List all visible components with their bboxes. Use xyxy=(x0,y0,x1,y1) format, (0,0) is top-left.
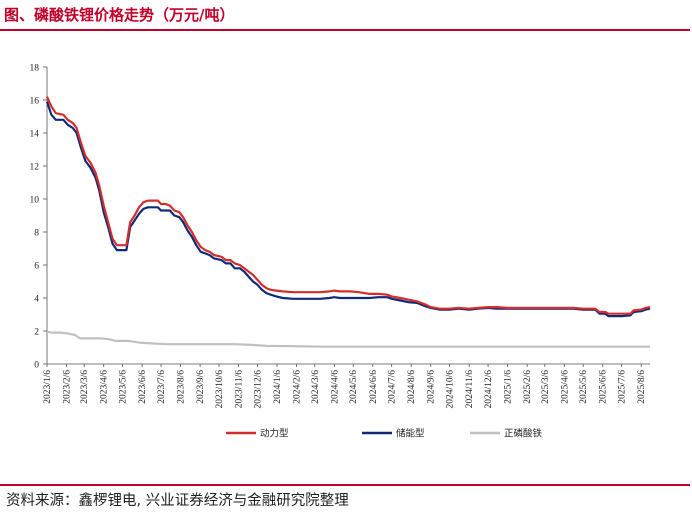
series-line-1 xyxy=(45,96,651,315)
y-tick-label: 8 xyxy=(34,229,39,239)
legend-label: 正磷酸铁 xyxy=(504,428,543,440)
y-tick-label: 12 xyxy=(30,163,40,173)
x-tick-label: 2023/2/6 xyxy=(63,370,73,404)
line-chart: 0 2 4 6 8 10 12 14 16 18 2023/1/6 2023/2/6 2023/3/6 2… xyxy=(30,64,651,440)
x-tick-label: 2023/11/6 xyxy=(235,370,245,408)
x-tick-label: 2024/1/6 xyxy=(273,370,283,404)
y-tick-label: 0 xyxy=(34,361,39,371)
x-tick-label: 2025/5/6 xyxy=(579,370,589,404)
chart-axes: 0 2 4 6 8 10 12 14 16 18 2023/1/6 2023/2/6 2023/3/6 2… xyxy=(30,64,650,409)
title-divider xyxy=(0,29,690,31)
x-tick-label: 2025/8/6 xyxy=(637,370,647,404)
y-tick-label: 4 xyxy=(34,295,39,305)
x-tick-label: 2023/10/6 xyxy=(215,370,225,409)
x-tick-label: 2024/2/6 xyxy=(293,370,303,404)
x-tick-label: 2024/9/6 xyxy=(427,370,437,404)
chart-series xyxy=(45,96,651,348)
x-tick-label: 2024/4/6 xyxy=(330,370,340,404)
x-tick-label: 2025/2/6 xyxy=(523,370,533,404)
y-tick-label: 10 xyxy=(30,196,40,206)
x-tick-label: 2023/7/6 xyxy=(157,370,167,404)
series-line-3 xyxy=(46,330,650,348)
x-tick-label: 2025/3/6 xyxy=(541,370,551,404)
x-tick-label: 2023/9/6 xyxy=(196,370,206,404)
x-tick-label: 2024/11/6 xyxy=(465,370,475,408)
x-tick-label: 2023/4/6 xyxy=(100,370,110,404)
x-tick-label: 2024/6/6 xyxy=(369,370,379,404)
x-tick-label: 2023/12/6 xyxy=(253,370,263,409)
x-tick-label: 2024/5/6 xyxy=(349,370,359,404)
legend-label: 动力型 xyxy=(260,428,289,440)
y-tick-label: 18 xyxy=(30,64,40,74)
chart-legend: 动力型 储能型 正磷酸铁 xyxy=(226,428,543,440)
y-tick-label: 6 xyxy=(34,262,39,272)
x-tick-label: 2024/7/6 xyxy=(388,370,398,404)
x-tick-label: 2025/7/6 xyxy=(618,370,628,404)
x-tick-label: 2024/3/6 xyxy=(311,370,321,404)
x-tick-label: 2024/8/6 xyxy=(407,370,417,404)
source-note: 资料来源：鑫椤锂电, 兴业证券经济与金融研究院整理 xyxy=(6,493,349,509)
chart-title: 图、磷酸铁锂价格走势（万元/吨） xyxy=(4,6,235,24)
x-tick-label: 2025/1/6 xyxy=(504,370,514,404)
footer-divider xyxy=(0,484,690,486)
x-tick-label: 2023/1/6 xyxy=(43,370,53,404)
legend-label: 储能型 xyxy=(396,428,425,440)
x-tick-label: 2023/8/6 xyxy=(177,370,187,404)
x-tick-label: 2023/6/6 xyxy=(138,370,148,404)
y-tick-label: 14 xyxy=(30,130,40,140)
x-tick-label: 2025/6/6 xyxy=(599,370,609,404)
y-tick-label: 16 xyxy=(30,97,40,107)
x-tick-label: 2024/10/6 xyxy=(446,370,456,409)
x-tick-label: 2024/12/6 xyxy=(484,370,494,409)
y-tick-label: 2 xyxy=(34,328,39,338)
x-tick-label: 2023/5/6 xyxy=(119,370,129,404)
x-tick-label: 2023/3/6 xyxy=(80,370,90,404)
x-tick-label: 2025/4/6 xyxy=(560,370,570,404)
